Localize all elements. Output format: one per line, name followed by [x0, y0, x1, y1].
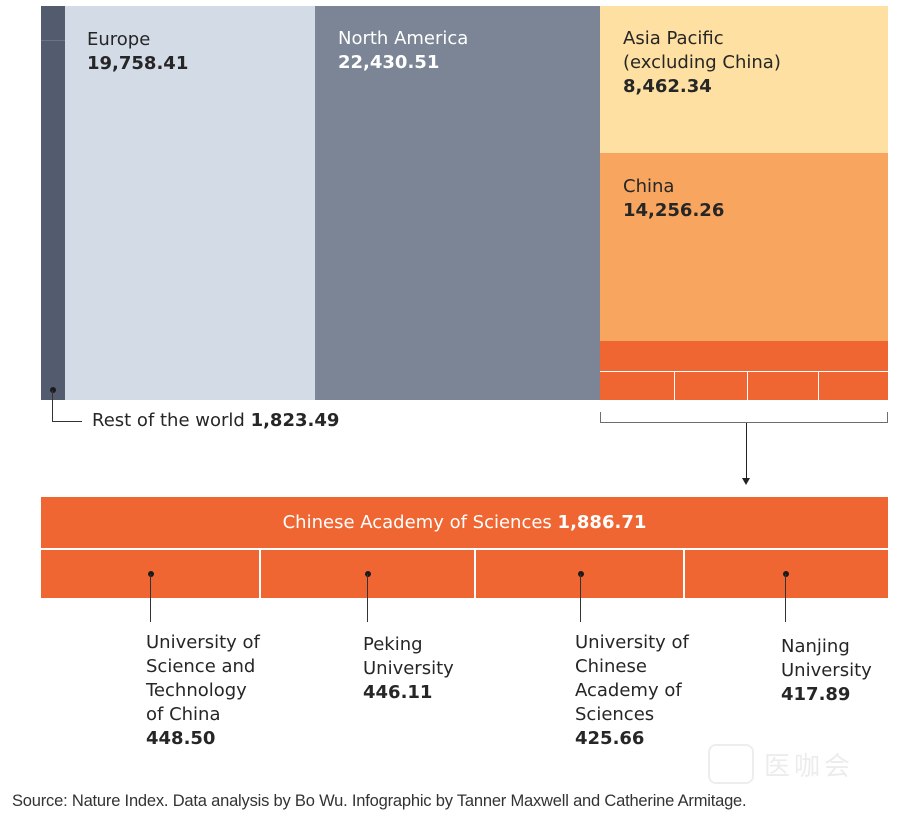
label-asia-pacific-value: 8,462.34 [623, 76, 712, 97]
source-caption: Source: Nature Index. Data analysis by B… [12, 792, 747, 810]
label-rest-of-world-name: Rest of the world [92, 410, 245, 431]
tile-china-ucas [748, 372, 818, 400]
pku-leader-line [367, 574, 368, 622]
label-ucas: University of Chinese Academy of Science… [575, 631, 689, 751]
ustc-marker-dot [148, 571, 154, 577]
label-ustc: University of Science and Technology of … [146, 631, 260, 751]
bracket-left-tick [600, 412, 601, 423]
tile-rest-of-world [41, 6, 65, 400]
label-pku-value: 446.11 [363, 682, 433, 703]
label-north-america: North America 22,430.51 [338, 27, 468, 75]
tile-china-nju [819, 372, 888, 400]
rest-of-world-marker-dot [50, 387, 56, 393]
label-pku: Peking University 446.11 [363, 633, 454, 705]
label-nju-name: Nanjing University [781, 636, 872, 681]
tile-china-cas [600, 341, 888, 371]
watermark-text: 医咖会 [764, 752, 855, 782]
watermark-icon [708, 744, 754, 784]
ustc-leader-line [150, 574, 151, 622]
tile-rest-of-world-divider [41, 40, 65, 41]
rest-of-world-leader-vertical [52, 390, 53, 421]
nju-marker-dot [783, 571, 789, 577]
tile-china [600, 153, 888, 341]
ucas-marker-dot [578, 571, 584, 577]
label-ucas-name: University of Chinese Academy of Science… [575, 632, 689, 725]
label-north-america-value: 22,430.51 [338, 52, 440, 73]
label-rest-of-world-value: 1,823.49 [250, 410, 340, 431]
label-cas: Chinese Academy of Sciences 1,886.71 [41, 511, 888, 535]
arrow-down-icon [742, 478, 750, 485]
label-ustc-value: 448.50 [146, 728, 216, 749]
label-pku-name: Peking University [363, 634, 454, 679]
tile-europe [65, 6, 315, 400]
tile-china-ustc [600, 372, 674, 400]
label-cas-name: Chinese Academy of Sciences [282, 512, 552, 533]
label-asia-pacific-line2: (excluding China) [623, 52, 781, 73]
label-asia-pacific-line1: Asia Pacific [623, 28, 724, 49]
label-europe-value: 19,758.41 [87, 53, 189, 74]
label-china: China 14,256.26 [623, 175, 724, 223]
tile-north-america [315, 6, 600, 400]
tile-cas [41, 497, 888, 548]
tile-asia-pacific [600, 6, 888, 153]
label-europe: Europe 19,758.41 [87, 28, 188, 76]
label-china-name: China [623, 176, 675, 197]
tile-china-pku [675, 372, 747, 400]
ucas-leader-line [580, 574, 581, 622]
label-ustc-name: University of Science and Technology of … [146, 632, 260, 725]
arrow-shaft [746, 423, 747, 479]
bracket-horizontal [600, 422, 888, 423]
label-nju-value: 417.89 [781, 684, 851, 705]
watermark-logo: 医咖会 [708, 744, 878, 784]
label-north-america-name: North America [338, 28, 469, 49]
label-rest-of-world: Rest of the world 1,823.49 [92, 409, 339, 433]
bracket-right-tick [887, 412, 888, 423]
nju-leader-line [785, 574, 786, 622]
rest-of-world-leader-horizontal [52, 421, 82, 422]
label-nju: Nanjing University 417.89 [781, 635, 872, 707]
label-asia-pacific: Asia Pacific (excluding China) 8,462.34 [623, 27, 781, 99]
label-china-value: 14,256.26 [623, 200, 725, 221]
label-europe-name: Europe [87, 29, 151, 50]
pku-marker-dot [365, 571, 371, 577]
label-cas-value: 1,886.71 [557, 512, 647, 533]
label-ucas-value: 425.66 [575, 728, 645, 749]
